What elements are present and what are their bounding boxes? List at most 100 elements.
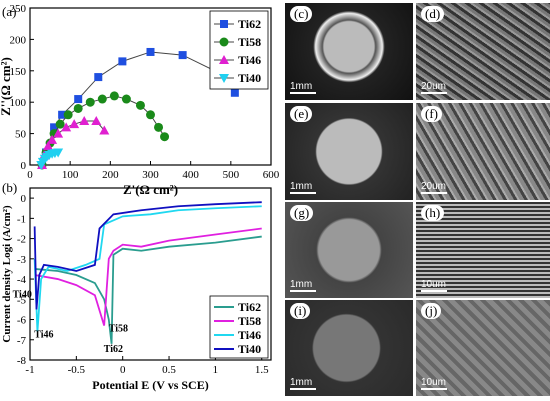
data-point-ti58 (55, 119, 65, 129)
legend-label-ti40: Ti40 (238, 342, 261, 356)
x-tick-label: 1 (213, 364, 219, 376)
data-point-ti58 (146, 110, 155, 120)
scale-bar (421, 192, 447, 194)
scale-bar-label: 1mm (290, 81, 313, 92)
annotation-ti58: Ti58 (109, 324, 128, 335)
sem-panel-label: (j) (421, 303, 442, 319)
sem-panel-label: (h) (421, 205, 445, 221)
x-tick-label: 0 (27, 169, 33, 181)
y-tick-label: -3 (17, 254, 27, 266)
data-point-ti58 (97, 94, 107, 104)
scale-bar (290, 290, 316, 292)
data-point-ti58 (135, 100, 145, 110)
x-axis-label: Z'(Ω cm²) (123, 182, 178, 197)
legend-label-ti40: Ti40 (238, 71, 261, 85)
scale-bar-label: 20um (421, 81, 447, 92)
scale-bar-label: 1mm (290, 279, 313, 290)
annotation-ti62: Ti62 (104, 344, 123, 355)
sem-panel-label: (f) (421, 106, 442, 122)
data-point-ti62 (118, 57, 127, 66)
data-point-ti46 (43, 141, 54, 151)
x-tick-label: 1.5 (255, 364, 269, 376)
data-point-ti46 (99, 125, 110, 135)
scale-bar-label: 10um (421, 377, 447, 388)
x-tick-label: 600 (263, 169, 280, 181)
data-point-ti46 (91, 116, 102, 126)
scale-bar-label: 1mm (290, 377, 313, 388)
data-point-ti62 (74, 95, 83, 104)
y-tick-label: 0 (21, 193, 27, 205)
x-tick-label: 0 (120, 364, 126, 376)
legend-marker (220, 20, 228, 28)
y-tick-label: 150 (10, 66, 27, 78)
y-tick-label: 200 (10, 34, 27, 46)
data-point-ti46 (61, 122, 72, 132)
data-point-ti58 (63, 110, 73, 120)
data-point-ti62 (230, 88, 239, 97)
data-point-ti46 (47, 134, 58, 144)
data-point-ti46 (69, 119, 80, 129)
x-tick-label: -1 (25, 364, 34, 376)
data-point-ti58 (73, 103, 83, 113)
y-axis-label: Current density Logi (A/cm²) (1, 205, 13, 343)
plot-frame (29, 187, 272, 361)
legend-label-ti46: Ti46 (238, 53, 261, 67)
x-tick-label: 0.5 (162, 364, 176, 376)
legend-label-ti62: Ti62 (238, 17, 261, 31)
legend-label-ti62: Ti62 (238, 300, 261, 314)
x-axis-label: Potential E (V vs SCE) (92, 378, 208, 392)
scale-bar-label: 10um (421, 279, 447, 290)
legend-label-ti46: Ti46 (238, 328, 261, 342)
data-point-ti62 (178, 51, 187, 60)
series-line-ti58 (34, 227, 262, 326)
scale-bar (290, 92, 316, 94)
sem-panel-label: (d) (421, 6, 445, 22)
legend-label-ti58: Ti58 (238, 35, 261, 49)
sem-panel-label: (g) (290, 205, 314, 221)
y-tick-label: -4 (17, 274, 27, 286)
data-point-ti40 (53, 148, 64, 158)
sem-image-c: (c) 1mm (285, 3, 413, 100)
sem-panel-label: (i) (290, 303, 311, 319)
polarization-chart: -1 -0.5 0 0.5 1 1.5 -8 -7 -6 -5 -4 -3 -2 -1 0 Potential… (1, 180, 272, 392)
scale-bar (421, 388, 447, 390)
panel-label-b: (b) (2, 180, 17, 195)
data-point-ti46 (79, 116, 90, 126)
data-point-ti46 (53, 128, 64, 138)
y-tick-label: -1 (17, 213, 26, 225)
x-tick-label: 500 (223, 169, 240, 181)
y-tick-label: -7 (17, 335, 27, 347)
data-point-ti58 (85, 97, 95, 107)
sem-image-j: (j) 10um (416, 300, 550, 396)
x-tick-label: 400 (182, 169, 199, 181)
sem-image-h: (h) 10um (416, 202, 550, 298)
scale-bar-label: 1mm (290, 181, 313, 192)
data-point-ti62 (146, 47, 155, 56)
scale-bar-label: 20um (421, 181, 447, 192)
x-tick-label: 300 (142, 169, 159, 181)
y-tick-label: -8 (17, 355, 27, 367)
sem-image-i: (i) 1mm (285, 300, 413, 396)
legend-label-ti58: Ti58 (238, 314, 261, 328)
sem-image-f: (f) 20um (416, 103, 550, 200)
data-point-ti58 (154, 122, 164, 132)
nyquist-chart: 0 100 200 300 400 500 600 0 50 100 150 200 250 Z'(Ω c… (0, 3, 280, 197)
series-line-ti62 (34, 235, 262, 344)
y-tick-label: -5 (17, 294, 27, 306)
y-tick-label: -6 (17, 315, 27, 327)
series-line-ti46 (33, 205, 262, 332)
series-line-ti40 (33, 201, 262, 310)
y-tick-label: 250 (10, 3, 27, 15)
y-axis-label: Z''(Ω cm²) (0, 57, 13, 116)
scale-bar (421, 92, 447, 94)
legend-marker (219, 55, 229, 64)
sem-panel-label: (e) (290, 106, 313, 122)
x-tick-label: 200 (102, 169, 119, 181)
panel-label-a: (a) (2, 4, 16, 19)
data-point-ti58 (121, 94, 131, 104)
annotation-ti46: Ti46 (34, 330, 53, 341)
scale-bar (421, 290, 447, 292)
data-point-ti62 (58, 110, 67, 119)
scale-bar (290, 388, 316, 390)
annotation-ti40: Ti40 (13, 289, 32, 300)
